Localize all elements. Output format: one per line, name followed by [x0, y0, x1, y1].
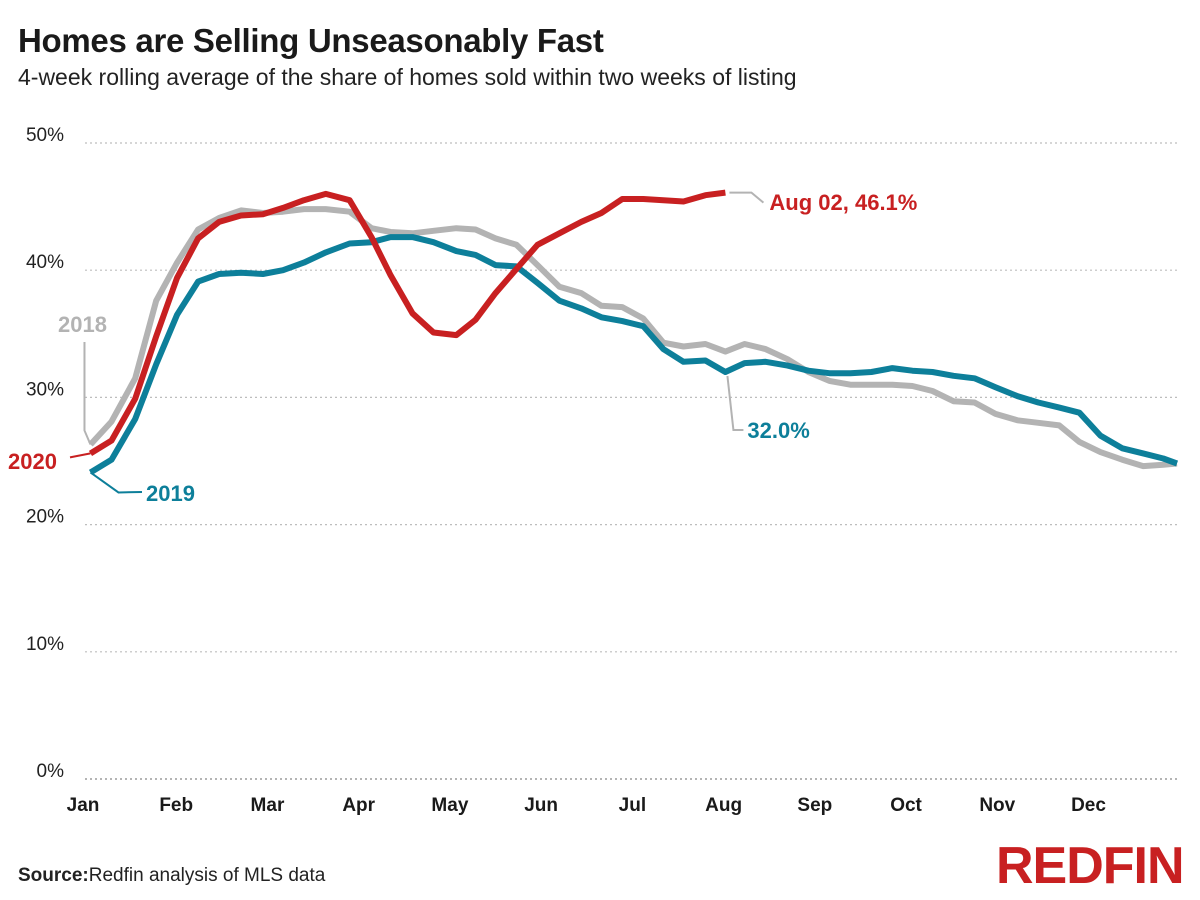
y-tick-label: 50% [26, 125, 64, 146]
x-tick-label: Dec [1071, 795, 1106, 816]
series-line-2018 [88, 206, 1178, 470]
x-tick-label: Jun [524, 795, 558, 816]
x-tick-label: Mar [251, 795, 285, 816]
series-line-2020 [88, 189, 726, 456]
leader-2020 [69, 452, 91, 459]
series-lines [88, 189, 1179, 475]
source-note: Source:Redfin analysis of MLS data [18, 865, 325, 887]
y-axis-ticks: 0% 10% 20% 30% 40% 50% [26, 125, 64, 782]
leader-2019-end [726, 375, 744, 431]
y-tick-label: 40% [26, 252, 64, 273]
x-axis-ticks: Jan Feb Mar Apr May Jun Jul Aug Sep Oct Nov Dec [67, 795, 1107, 816]
x-tick-label: Feb [159, 795, 193, 816]
end-label-2019: 32.0% [747, 418, 809, 443]
x-tick-label: Jan [67, 795, 100, 816]
redfin-logo: REDFIN [996, 837, 1185, 895]
x-tick-label: Jul [619, 795, 646, 816]
x-tick-label: Oct [890, 795, 922, 816]
x-tick-label: Nov [979, 795, 1015, 816]
label-2019: 2019 [146, 481, 195, 506]
label-2020: 2020 [8, 449, 57, 474]
x-tick-label: Aug [705, 795, 742, 816]
leader-2018 [83, 342, 92, 445]
chart-title: Homes are Selling Unseasonably Fast [18, 22, 604, 59]
gridlines [85, 142, 1177, 780]
leader-2020-end [729, 191, 765, 204]
source-label: Source: [18, 865, 89, 886]
x-tick-label: May [431, 795, 468, 816]
chart-subtitle: 4-week rolling average of the share of h… [18, 64, 797, 90]
series-line-2019 [88, 234, 1179, 475]
x-tick-label: Sep [797, 795, 832, 816]
label-2018: 2018 [58, 312, 107, 337]
y-tick-label: 10% [26, 634, 64, 655]
y-tick-label: 0% [37, 761, 65, 782]
y-tick-label: 30% [26, 379, 64, 400]
x-tick-label: Apr [342, 795, 375, 816]
series-annotations: 2018 2020 2019 Aug 02, 46.1% 32.0% [8, 190, 917, 506]
leader-2019 [89, 471, 143, 494]
end-label-2020: Aug 02, 46.1% [769, 190, 917, 215]
source-text: Redfin analysis of MLS data [88, 865, 326, 886]
y-tick-label: 20% [26, 507, 64, 528]
